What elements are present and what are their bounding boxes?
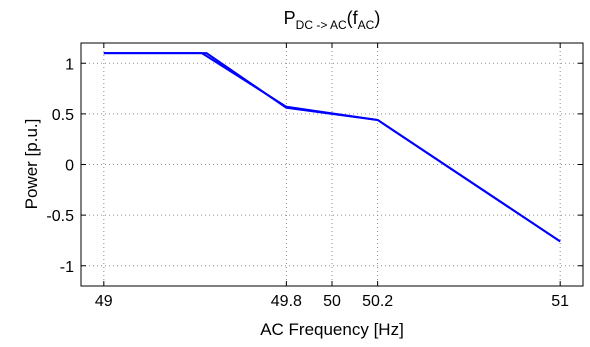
series-layer — [103, 52, 561, 243]
title-open: (f — [347, 8, 359, 28]
ticks: 49 49.8 50 50.2 51 -1 -0.5 0 0.5 1 — [46, 43, 583, 310]
y-tick-label: -0.5 — [46, 208, 74, 225]
x-tick-label: 49 — [95, 293, 113, 310]
x-tick-label: 50 — [323, 293, 341, 310]
chart-title: PDC -> AC(fAC) — [284, 8, 381, 32]
y-tick-label: 0.5 — [52, 107, 74, 124]
y-axis-label: Power [p.u.] — [22, 119, 41, 210]
grid — [81, 43, 583, 286]
x-tick-label: 51 — [551, 293, 569, 310]
title-close: ) — [374, 8, 380, 28]
x-tick-label: 49.8 — [271, 293, 302, 310]
x-tick-label: 50.2 — [362, 293, 393, 310]
y-tick-label: -1 — [60, 259, 74, 276]
title-main: P — [284, 8, 296, 28]
title-subscript-2: AC — [358, 18, 375, 32]
title-subscript-1: DC -> AC — [296, 18, 347, 32]
y-tick-label: 0 — [65, 158, 74, 175]
y-tick-label: 1 — [65, 56, 74, 73]
series-line-2 — [103, 52, 561, 243]
x-axis-label: AC Frequency [Hz] — [260, 320, 404, 339]
